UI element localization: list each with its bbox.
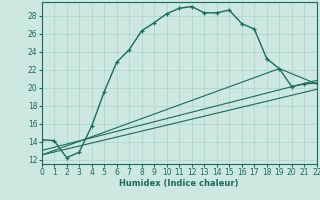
X-axis label: Humidex (Indice chaleur): Humidex (Indice chaleur) [119, 179, 239, 188]
